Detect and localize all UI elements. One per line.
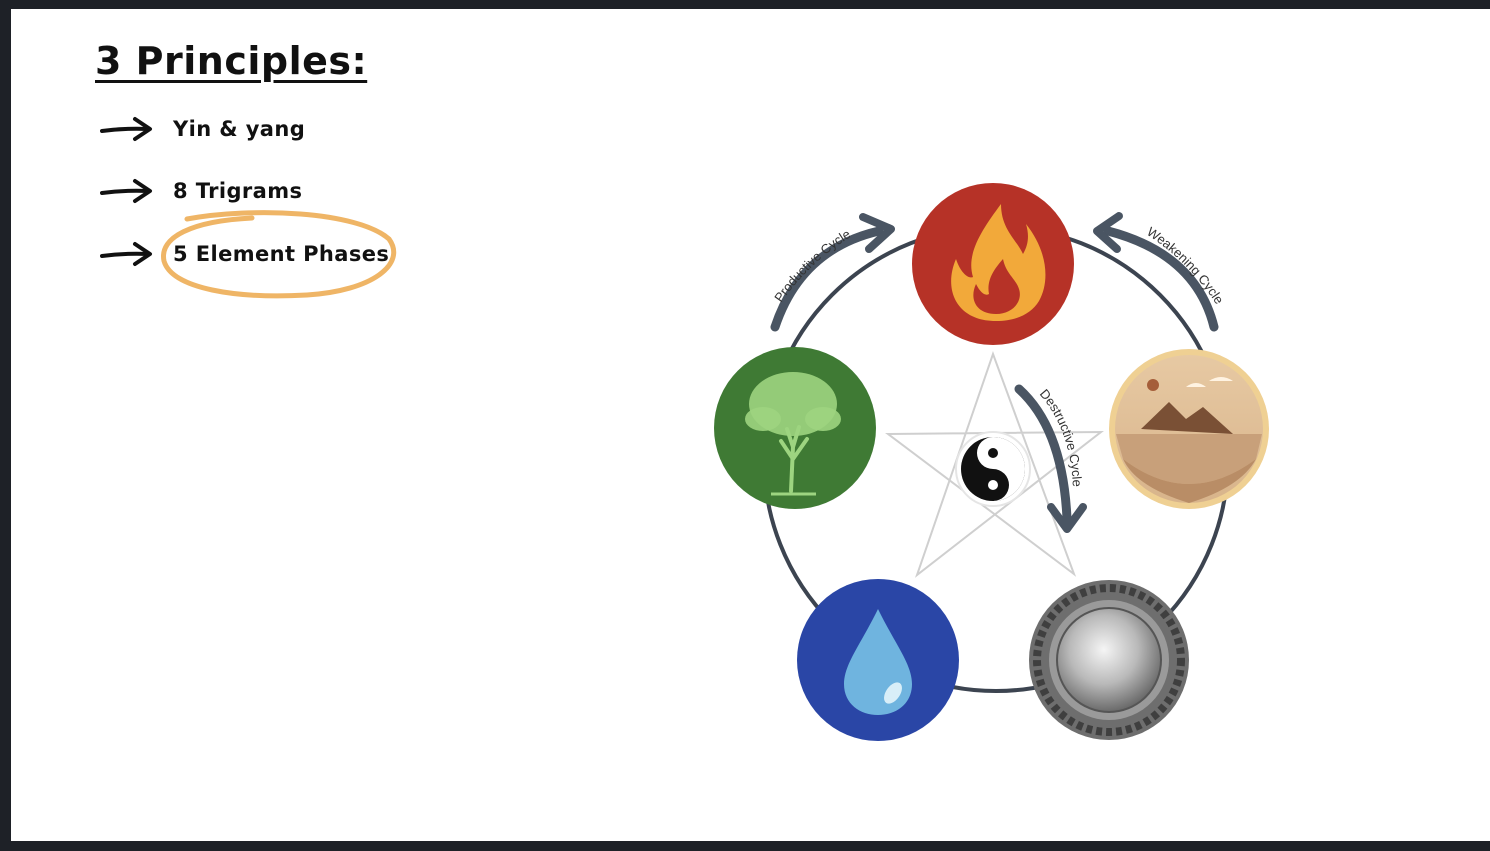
slide: 3 Principles: Yin & yang 8 Trigrams 5 El… bbox=[11, 9, 1490, 841]
list-item-yin-yang: Yin & yang bbox=[99, 109, 305, 149]
list-item-element-phases: 5 Element Phases bbox=[99, 234, 389, 274]
list-item-label: 8 Trigrams bbox=[173, 179, 303, 203]
water-icon bbox=[844, 609, 912, 715]
destructive-cycle-arrow bbox=[1014, 384, 1087, 533]
productive-cycle-label: Productive Cycle bbox=[771, 226, 853, 304]
metal-icon bbox=[1033, 584, 1185, 736]
arrow-right-icon bbox=[100, 242, 152, 266]
wood-icon bbox=[745, 372, 841, 496]
water-element bbox=[797, 579, 959, 741]
weakening-cycle-arrow bbox=[1093, 212, 1219, 332]
wood-element bbox=[714, 347, 876, 509]
productive-cycle-arrow bbox=[770, 213, 895, 332]
highlight-circle bbox=[161, 210, 397, 299]
list-item-trigrams: 8 Trigrams bbox=[99, 171, 302, 211]
metal-element bbox=[1029, 580, 1189, 740]
arrow-right-icon bbox=[100, 117, 152, 141]
list-item-label: 5 Element Phases bbox=[173, 242, 390, 266]
earth-element bbox=[1109, 349, 1269, 509]
yin-yang-icon bbox=[955, 431, 1031, 507]
five-elements-diagram: Productive Cycle Weakening Cycle Destruc… bbox=[714, 183, 1269, 741]
earth-icon bbox=[1116, 377, 1262, 503]
arrow-right-icon bbox=[100, 179, 152, 203]
page-title: 3 Principles: bbox=[95, 39, 368, 83]
fire-element bbox=[912, 183, 1074, 345]
fire-icon bbox=[951, 204, 1046, 321]
list-item-label: Yin & yang bbox=[173, 117, 306, 141]
